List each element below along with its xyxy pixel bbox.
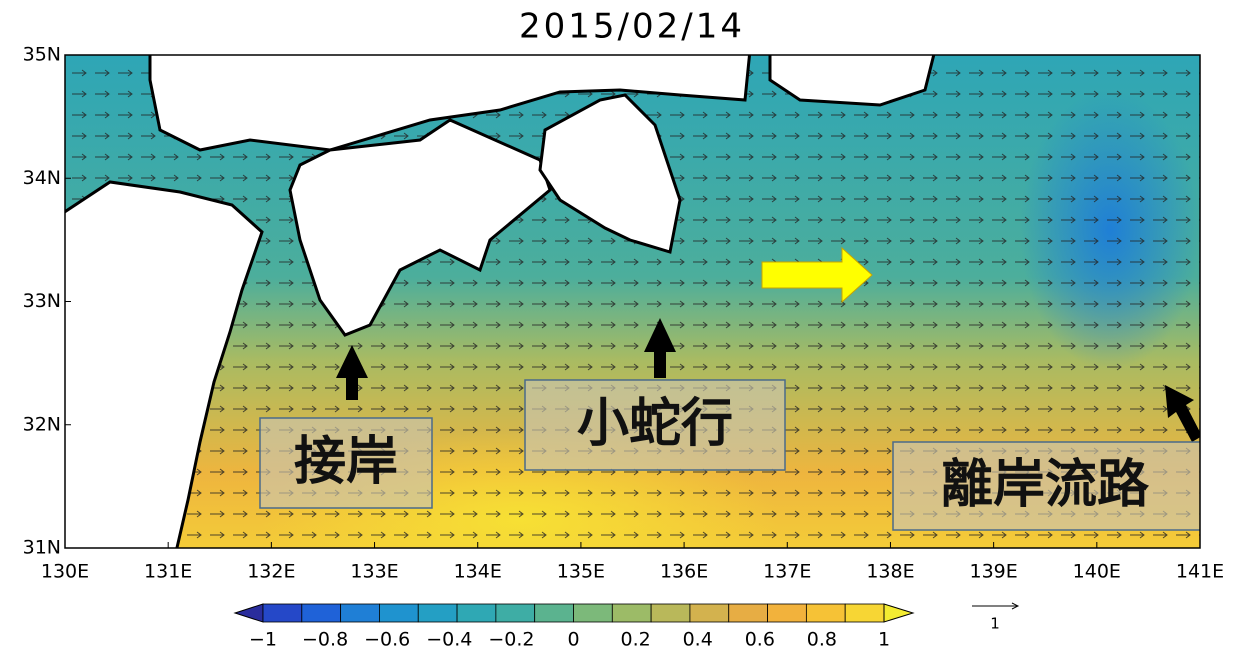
colorbar-min (233, 603, 264, 623)
lon-label: 138E (866, 561, 914, 583)
colorbar-label: −0.8 (302, 629, 348, 651)
shikoku (288, 118, 552, 337)
lon-label: 140E (1073, 561, 1121, 583)
colorbar-cell (340, 603, 380, 623)
colorbar-label: 1 (878, 629, 890, 651)
colorbar-label: −1 (249, 629, 277, 651)
colorbar-label: 0 (567, 629, 579, 651)
colorbar-label: 0.8 (807, 629, 837, 651)
lon-label: 137E (763, 561, 811, 583)
annotation-box (892, 441, 1200, 531)
arrow-offshore (1165, 385, 1200, 442)
colorbar-cell (805, 603, 846, 623)
annotation-box (524, 379, 786, 471)
colorbar-cell (456, 603, 497, 623)
lon-label: 136E (660, 561, 708, 583)
lat-label: 31N (23, 537, 61, 559)
colorbar-label: −0.2 (488, 629, 534, 651)
colorbar-cell (650, 603, 691, 623)
honshu (148, 55, 752, 152)
lon-label: 130E (41, 561, 89, 583)
colorbar-label: 0.2 (620, 629, 650, 651)
colorbar-cell (767, 603, 807, 623)
colorbar-cell (728, 603, 768, 623)
colorbar-label: 0.4 (683, 629, 713, 651)
colorbar-cell (611, 603, 652, 623)
colorbar-cell (417, 603, 458, 623)
lon-label: 132E (247, 561, 295, 583)
colorbar-cell (495, 603, 536, 623)
colorbar-max (883, 603, 915, 623)
lat-label: 35N (23, 44, 61, 66)
kii (538, 93, 682, 254)
colorbar-cell (844, 603, 885, 623)
lon-label: 135E (557, 561, 605, 583)
annotation-box (259, 417, 433, 509)
colorbar-cell (379, 603, 419, 623)
reference-arrow-head (1011, 602, 1020, 610)
annotation: 接岸 (294, 432, 398, 492)
lon-label: 141E (1176, 561, 1224, 583)
reference-label: 1 (990, 615, 1000, 633)
colorbar-cell (689, 603, 730, 623)
map-title: 2015/02/14 (519, 7, 745, 47)
colorbar-cell (534, 603, 574, 623)
arrow-approach (336, 345, 368, 400)
izu (768, 55, 936, 107)
lon-label: 134E (454, 561, 502, 583)
colorbar-cell (301, 603, 342, 623)
lat-label: 32N (23, 413, 61, 435)
colorbar-label: 0.6 (745, 629, 775, 651)
colorbar-cell (573, 603, 613, 623)
lon-label: 133E (350, 561, 398, 583)
annotation: 小蛇行 (577, 394, 733, 454)
colorbar-cell (262, 603, 303, 623)
arrow-meander (644, 318, 676, 378)
yellow-arrow (761, 246, 873, 304)
lon-label: 131E (144, 561, 192, 583)
lon-label: 139E (969, 561, 1017, 583)
colorbar-label: −0.4 (426, 629, 472, 651)
lat-label: 33N (23, 290, 61, 312)
kyushu (65, 180, 264, 548)
map-area (65, 55, 1200, 548)
lat-label: 34N (23, 167, 61, 189)
colorbar-label: −0.6 (364, 629, 410, 651)
annotation: 離岸流路 (941, 455, 1150, 515)
